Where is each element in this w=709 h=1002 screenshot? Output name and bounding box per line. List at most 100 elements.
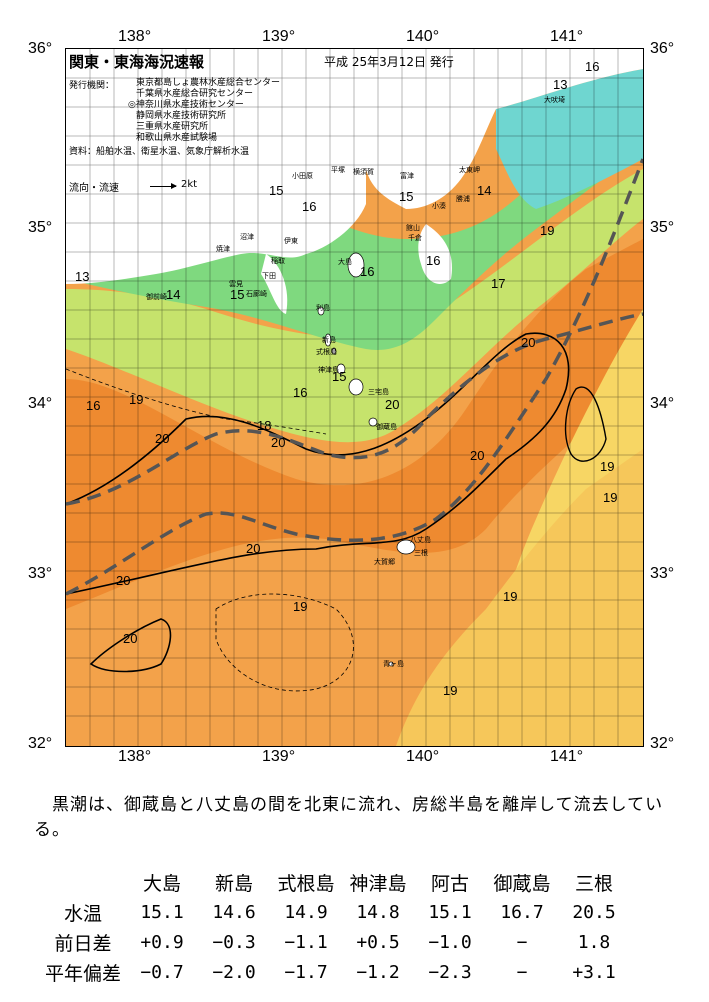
observation-table: 大島 新島 式根島 神津島 阿古 御蔵島 三根 水温 15.1 14.6 14.… [40,867,630,987]
temp-label: 13 [75,269,90,284]
table-cell: −0.3 [212,931,256,953]
table-cell: 16.7 [500,901,544,923]
temp-label: 19 [293,599,308,614]
institutions-label: 発行機関： [69,81,115,91]
islands [317,252,416,667]
lon-label-bottom-139: 139° [262,748,296,765]
issue-date: 平成 25年3月12日 発行 [324,55,454,69]
flow-legend-label: 流向・流速 [69,183,119,194]
place-label: 式根島 [316,348,337,356]
map-title: 関東・東海海況速報 [69,53,205,71]
isotherm-19-south [215,593,354,692]
place-label: 御前崎 [146,293,167,301]
temp-label: 14 [166,287,181,302]
place-label: 雲見 [229,280,243,288]
place-label: 利島 [316,304,330,312]
place-label: 大島 [338,258,352,266]
lat-label-right-35: 35° [650,219,675,236]
temp-label: 15 [332,369,347,384]
kozushima-island [336,363,346,375]
institution-item: ◎神奈川県水産技術センター [128,100,244,110]
table-cell: 15.1 [140,901,184,923]
isotherm-20-east [564,386,607,462]
niijima-island [324,333,332,347]
institution-item: 千葉県水産総合研究センター [136,89,254,99]
place-label: 沼津 [240,233,254,241]
temp-label: 20 [385,397,400,412]
kanto-land [366,49,643,209]
oshima-island [347,252,365,278]
lat-label-left-33: 33° [28,565,53,582]
table-cell: −1.7 [284,961,328,983]
place-label: 勝浦 [456,195,470,203]
lon-label-bottom-141: 141° [550,748,584,765]
lat-label-left-36: 36° [28,40,53,57]
column-header: 大島 [142,872,181,895]
place-label: 富津 [400,172,414,180]
kuroshio-axis-south [66,158,643,596]
place-label: 大吠埼 [544,96,565,104]
table-row: 前日差 +0.9 −0.3 −1.1 +0.5 −1.0 − 1.8 [40,927,630,957]
table-cell: −1.1 [284,931,328,953]
mikurajima-island [368,417,378,427]
boso-peninsula-tip [418,224,452,284]
place-label: 神津島 [318,366,339,374]
lat-label-left-32: 32° [28,735,53,752]
table-cell: 1.8 [577,931,611,953]
lon-label-top-141: 141° [550,28,584,45]
toshima-island [317,306,325,316]
lat-label-right-34: 34° [650,395,675,412]
temp-label: 16 [426,253,441,268]
kuroshio-axis-north [66,312,643,506]
lat-label-right-33: 33° [650,565,675,582]
table-cell: −0.7 [140,961,184,983]
data-source: 資料：船舶水温、衛星水温、気象庁解析水温 [69,147,250,157]
place-label: 伊東 [284,237,298,245]
table-cell: −2.3 [428,961,472,983]
place-label: 石廊崎 [246,290,267,298]
table-cell: 14.9 [284,901,328,923]
place-label: 平塚 [331,166,345,174]
temp-label: 19 [600,459,615,474]
place-label: 太東岬 [459,166,480,174]
map-graphic [66,49,643,746]
temp-label: 14 [477,183,492,198]
lon-label-top-139: 139° [262,28,296,45]
temp-label: 16 [86,398,101,413]
temp-label: 19 [503,589,518,604]
place-label: 新島 [322,336,336,344]
miyakejima-island [348,378,364,396]
table-row: 水温 15.1 14.6 14.9 14.8 15.1 16.7 20.5 [40,897,630,927]
column-header: 新島 [214,872,253,895]
institution-item: 東京都島しょ農林水産総合センター [136,78,281,88]
table-cell: +0.9 [140,931,184,953]
temp-label: 15 [269,183,284,198]
temp-label: 16 [302,199,317,214]
lon-label-bottom-140: 140° [406,748,440,765]
place-label: 千倉 [408,234,422,242]
isotherm-lines [66,332,607,692]
place-label: 焼津 [216,245,230,253]
column-header: 式根島 [277,872,335,895]
place-label: 下田 [262,272,276,280]
institution-item: 三重県水産研究所 [136,122,209,132]
column-header: 三根 [574,872,613,895]
temp-label: 20 [123,631,138,646]
flow-legend-value: 2kt [181,179,198,190]
temp-label: 19 [129,392,144,407]
temp-label: 20 [246,541,261,556]
lon-label-top-138: 138° [118,28,152,45]
row-header: 平年偏差 [44,962,121,985]
column-header: 阿古 [430,872,469,895]
temp-label: 19 [603,490,618,505]
place-label: 三宅島 [368,388,389,396]
temp-label: 18 [257,418,272,433]
lon-label-top-140: 140° [406,28,440,45]
lon-label-bottom-138: 138° [118,748,152,765]
column-header: 神津島 [349,872,407,895]
temp-label: 20 [521,335,536,350]
table-cell: − [516,961,528,983]
temp-label: 20 [470,448,485,463]
place-label: 横須賀 [353,168,374,176]
table-corner [40,867,126,897]
